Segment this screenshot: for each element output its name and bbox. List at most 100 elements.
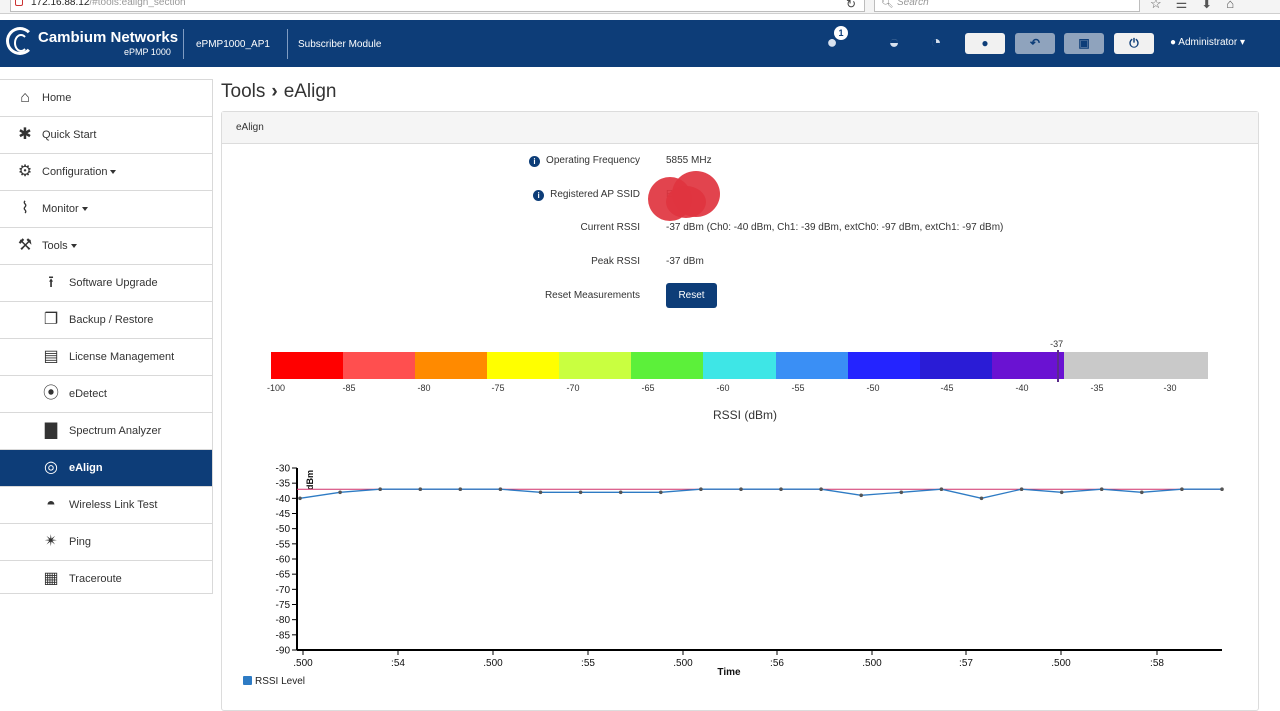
user-menu[interactable]: ● Administrator ▾	[1170, 37, 1245, 48]
chart-y-tick-label: -85	[276, 630, 291, 641]
browser-search-input[interactable]: 🔍︎ Search	[874, 0, 1140, 12]
sidebar-item-label: Monitor	[42, 203, 79, 215]
chart-y-tick-label: -70	[276, 585, 291, 596]
reset-button[interactable]: Reset	[666, 283, 717, 308]
sidebar-item-wireless-link-test[interactable]: ◓ Wireless Link Test	[0, 487, 212, 524]
chart-y-tick-label: -65	[276, 570, 291, 581]
brand-model: ePMP 1000	[124, 47, 171, 57]
browser-toolbar: 172.16.88.12/#tools:ealign_section ↻ 🔍︎ …	[0, 0, 1280, 14]
panel-title: eAlign	[222, 112, 1258, 144]
ping-icon: ✴	[44, 533, 58, 550]
registered-ap-ssid-label: Registered AP SSID	[550, 189, 640, 200]
chart-y-tick-label: -75	[276, 600, 291, 611]
rssi-gauge-tick-label: -75	[491, 383, 505, 393]
sidebar-item-backup-restore[interactable]: ❐ Backup / Restore	[0, 302, 212, 339]
chart-data-point	[578, 490, 583, 495]
rssi-gauge-segment	[487, 352, 560, 379]
chart-y-axis-label: dBm	[305, 470, 315, 490]
sidebar-item-configuration[interactable]: ⚙ Configuration	[0, 154, 212, 191]
chart-data-point	[498, 487, 503, 491]
device-mode: Subscriber Module	[298, 39, 382, 50]
caret-down-icon	[110, 170, 117, 175]
chart-data-point	[1220, 487, 1224, 491]
sidebar-item-label: Quick Start	[42, 129, 97, 141]
bar-chart-icon: ▇	[44, 422, 58, 439]
chart-legend[interactable]: RSSI Level	[243, 676, 305, 687]
rssi-gauge-segment	[343, 352, 416, 379]
rssi-gauge-title: RSSI (dBm)	[712, 408, 777, 422]
user-name: Administrator	[1178, 37, 1238, 48]
sidebar-item-ealign[interactable]: ◎ eAlign	[0, 450, 212, 487]
current-rssi-row: Current RSSI -37 dBm (Ch0: -40 dBm, Ch1:…	[0, 222, 1280, 242]
undo-button[interactable]: ↶	[1015, 33, 1055, 54]
sidebar-item-monitor[interactable]: ⌇ Monitor	[0, 191, 212, 228]
chart-y-tick-label: -35	[276, 479, 291, 490]
chart-y-tick-label: -40	[276, 494, 291, 505]
user-sessions-icon[interactable]: ● 1	[820, 26, 848, 54]
satellite-dish-icon[interactable]: ◔	[930, 32, 942, 52]
chart-data-point	[939, 487, 944, 491]
chart-data-point	[899, 490, 904, 495]
floppy-disk-icon: ▣	[1078, 36, 1090, 50]
sidebar-item-tools[interactable]: ⚒ Tools	[0, 228, 212, 265]
gear-icon: ⚙	[17, 163, 33, 180]
rssi-gauge-tick-label: -40	[1015, 383, 1029, 393]
url-host: 172.16.88.12	[31, 0, 90, 8]
chart-y-tick-label: -50	[276, 524, 291, 535]
rssi-gauge-segment	[415, 352, 488, 379]
sidebar-item-label: eAlign	[69, 462, 103, 474]
sidebar-item-software-upgrade[interactable]: ⭱ Software Upgrade	[0, 265, 212, 302]
breadcrumb-parent[interactable]: Tools	[221, 81, 266, 102]
rssi-gauge-tick-label: -60	[716, 383, 730, 393]
chart-data-point	[659, 490, 663, 495]
redaction-mark	[666, 186, 706, 218]
header-divider	[287, 29, 288, 59]
save-button[interactable]: ▣	[1064, 33, 1104, 54]
sidebar-item-label: Software Upgrade	[69, 277, 158, 289]
sidebar-item-edetect[interactable]: ⦿ eDetect	[0, 376, 212, 413]
info-icon[interactable]: i	[529, 156, 541, 167]
lightbulb-button[interactable]: ●	[965, 33, 1005, 54]
top-header: Cambium Networks ePMP 1000 ePMP1000_AP1 …	[0, 20, 1280, 67]
rssi-gauge-tick-label: -100	[266, 383, 286, 393]
chart-data-point	[699, 487, 703, 491]
legend-label: RSSI Level	[255, 676, 306, 687]
sidebar-nav: ⌂ Home ✱ Quick Start ⚙ Configuration ⌇ M…	[0, 79, 213, 594]
device-name: ePMP1000_AP1	[196, 39, 270, 50]
user-icon: ●	[1170, 37, 1177, 48]
chart-data-point	[859, 493, 863, 498]
chart-data-point	[458, 487, 463, 491]
rssi-gauge-segment	[847, 352, 920, 379]
sidebar-item-license-management[interactable]: ▤ License Management	[0, 339, 212, 376]
info-icon[interactable]: i	[533, 190, 545, 201]
rssi-gauge-marker-label: -37	[1050, 339, 1064, 349]
sidebar-item-label: Tools	[42, 240, 68, 252]
current-rssi-label: Current RSSI	[580, 222, 640, 233]
sidebar-item-spectrum-analyzer[interactable]: ▇ Spectrum Analyzer	[0, 413, 212, 450]
sidebar-item-ping[interactable]: ✴ Ping	[0, 524, 212, 561]
globe-icon[interactable]: ◒	[888, 32, 900, 52]
chart-y-tick-label: -30	[276, 464, 291, 475]
upgrade-icon: ⭱	[48, 274, 54, 291]
header-divider	[183, 29, 184, 59]
reboot-button[interactable]: ⏻	[1114, 33, 1154, 54]
chart-data-point	[779, 487, 783, 491]
chart-x-tick-label: :57	[959, 658, 973, 669]
browser-actions-icons[interactable]: ☆☰⬇⌂	[1150, 0, 1249, 11]
backup-icon: ❐	[43, 311, 59, 328]
rssi-gauge-tick-label: -45	[940, 383, 954, 393]
reload-icon[interactable]: ↻	[846, 0, 857, 11]
peak-rssi-label: Peak RSSI	[591, 256, 640, 267]
lightbulb-icon: ●	[981, 36, 989, 50]
sidebar-item-traceroute[interactable]: ▦ Traceroute	[0, 561, 212, 598]
undo-icon: ↶	[1029, 36, 1041, 50]
address-bar[interactable]: 172.16.88.12/#tools:ealign_section	[10, 0, 865, 12]
sidebar-item-label: Configuration	[42, 166, 108, 178]
rssi-gauge	[271, 352, 1209, 379]
sidebar-item-home[interactable]: ⌂ Home	[0, 80, 212, 117]
sidebar-item-quick-start[interactable]: ✱ Quick Start	[0, 117, 212, 154]
ealign-panel: eAlign	[221, 111, 1259, 711]
rssi-gauge-tick-label: -80	[417, 383, 431, 393]
current-rssi-value: -37 dBm (Ch0: -40 dBm, Ch1: -39 dBm, ext…	[666, 222, 1004, 233]
